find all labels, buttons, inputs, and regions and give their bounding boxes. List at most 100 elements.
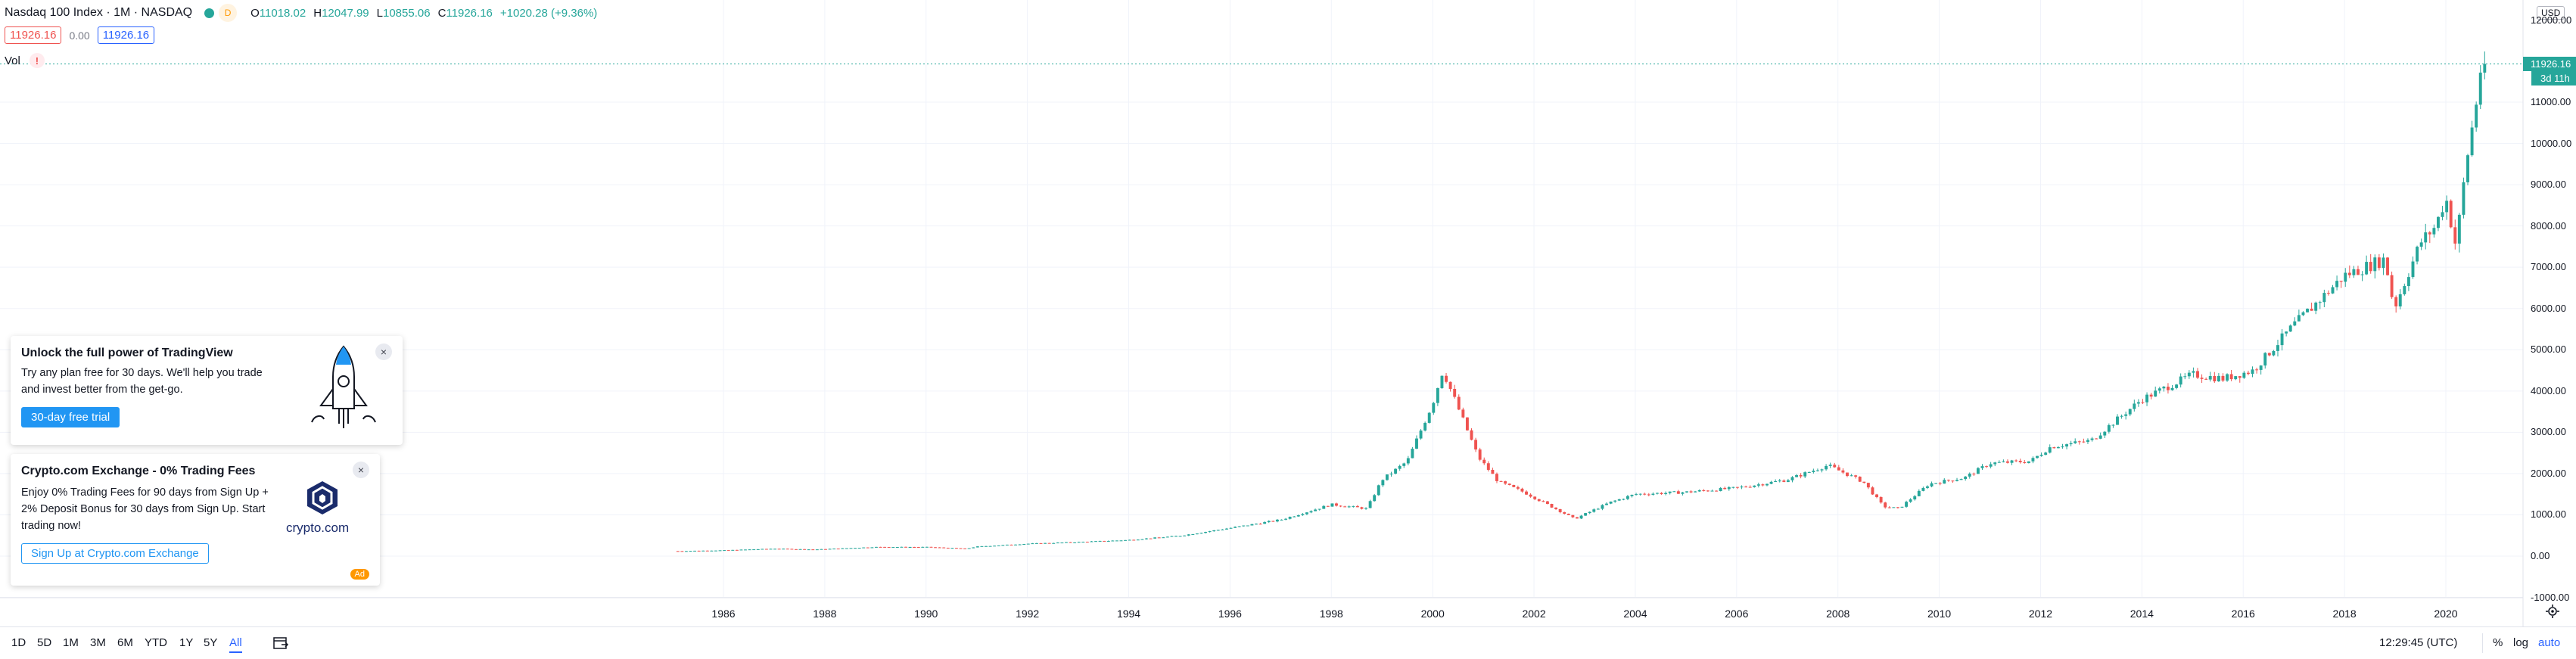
candle-body (2086, 440, 2089, 443)
time-tick-label: 2018 (2332, 608, 2357, 620)
candle-body (2006, 461, 2009, 463)
candle-body (1723, 487, 1727, 490)
candle-body (1605, 503, 1608, 505)
candle-up (1174, 535, 1178, 537)
sell-price-button[interactable]: 11926.16 (5, 26, 62, 44)
candle-body (913, 547, 916, 549)
candle-body (2116, 416, 2119, 425)
candle-body (1525, 491, 1528, 495)
close-promo-button[interactable]: × (375, 343, 392, 360)
percent-scale-toggle[interactable]: % (2493, 636, 2503, 649)
candle-body (2044, 452, 2048, 455)
close-promo-button[interactable]: × (353, 462, 369, 478)
candle-up (1900, 506, 1904, 508)
candle-body (883, 546, 887, 548)
range-6m-button[interactable]: 6M (117, 636, 133, 649)
candle-body (1491, 469, 1495, 474)
candle-body (1566, 514, 1570, 515)
candle-body (1250, 524, 1254, 526)
bid-ask-row: 11926.16 0.00 11926.16 (5, 26, 155, 44)
candle-down (1542, 500, 1545, 502)
candle-down (2246, 370, 2250, 376)
free-trial-button[interactable]: 30-day free trial (21, 407, 120, 427)
candle-body (1622, 499, 1626, 500)
candle-up (1976, 467, 1980, 474)
price-tick-label: 3000.00 (2531, 426, 2566, 438)
candle-body (2293, 321, 2297, 326)
candle-body (2095, 438, 2098, 440)
log-scale-toggle[interactable]: log (2513, 636, 2529, 649)
candle-down (2166, 383, 2170, 394)
settings-icon[interactable] (2545, 604, 2560, 619)
candle-body (1406, 458, 1410, 464)
candle-body (1790, 477, 1794, 480)
candle-body (1106, 540, 1110, 542)
candle-up (2470, 120, 2474, 157)
candle-down (1946, 479, 1950, 482)
candle-body (2077, 441, 2081, 443)
candle-up (2483, 51, 2487, 79)
go-to-date-icon[interactable] (272, 636, 289, 651)
candle-up (1415, 435, 1418, 449)
utc-clock[interactable]: 12:29:45 (UTC) (2379, 636, 2458, 649)
candle-body (1727, 486, 1731, 490)
range-1m-button[interactable]: 1M (63, 636, 79, 649)
range-1y-button[interactable]: 1Y (179, 636, 194, 649)
candle-body (916, 547, 920, 549)
range-ytd-button[interactable]: YTD (145, 636, 167, 649)
buy-price-button[interactable]: 11926.16 (97, 26, 155, 44)
delayed-data-badge[interactable]: D (219, 4, 238, 22)
candle-up (1655, 492, 1659, 495)
price-chart[interactable] (0, 0, 2576, 626)
candle-body (1871, 487, 1874, 495)
time-tick-label: 2016 (2231, 608, 2255, 620)
candle-body (807, 549, 810, 551)
volume-label[interactable]: Vol (5, 54, 20, 67)
candle-down (913, 546, 916, 549)
currency-badge[interactable]: USD (2537, 6, 2565, 20)
candle-down (1537, 499, 1541, 502)
candle-up (1073, 542, 1077, 543)
candle-up (1596, 508, 1600, 510)
candle-body (2226, 374, 2229, 381)
candle-body (1520, 488, 1524, 492)
symbol-title[interactable]: Nasdaq 100 Index · 1M · NASDAQ (5, 6, 193, 19)
auto-scale-toggle[interactable]: auto (2538, 636, 2561, 649)
candle-up (2192, 367, 2195, 378)
range-1d-button[interactable]: 1D (11, 636, 26, 649)
candle-down (1761, 483, 1765, 486)
candle-up (1681, 492, 1685, 496)
candle-up (2187, 370, 2191, 379)
candle-body (2251, 369, 2254, 375)
candle-down (1529, 493, 1532, 498)
candle-down (866, 547, 870, 549)
candle-body (2411, 261, 2415, 278)
range-5d-button[interactable]: 5D (37, 636, 52, 649)
candle-up (1162, 536, 1165, 539)
candle-body (2014, 460, 2018, 462)
crypto-signup-button[interactable]: Sign Up at Crypto.com Exchange (21, 543, 209, 564)
candle-body (1635, 494, 1638, 496)
candle-up (752, 549, 756, 551)
candle-down (824, 549, 827, 550)
candle-up (1943, 478, 1946, 484)
candle-body (1445, 375, 1448, 382)
candle-body (1275, 519, 1279, 522)
candle-body (1892, 507, 1896, 508)
candle-down (1512, 484, 1516, 488)
candle-up (1212, 530, 1216, 532)
range-5y-button[interactable]: 5Y (204, 636, 218, 649)
candle-up (1128, 539, 1131, 541)
candle-body (2052, 447, 2056, 449)
candle-down (794, 549, 798, 550)
warning-icon[interactable]: ! (29, 53, 45, 68)
candle-body (1507, 483, 1511, 485)
candle-body (2263, 353, 2267, 366)
range-3m-button[interactable]: 3M (90, 636, 106, 649)
promo-title: Unlock the full power of TradingView (21, 347, 233, 359)
candle-body (2419, 242, 2423, 247)
candle-down (938, 547, 941, 549)
candle-body (1782, 480, 1786, 482)
range-all-button[interactable]: All (229, 636, 242, 653)
candle-up (988, 546, 992, 547)
